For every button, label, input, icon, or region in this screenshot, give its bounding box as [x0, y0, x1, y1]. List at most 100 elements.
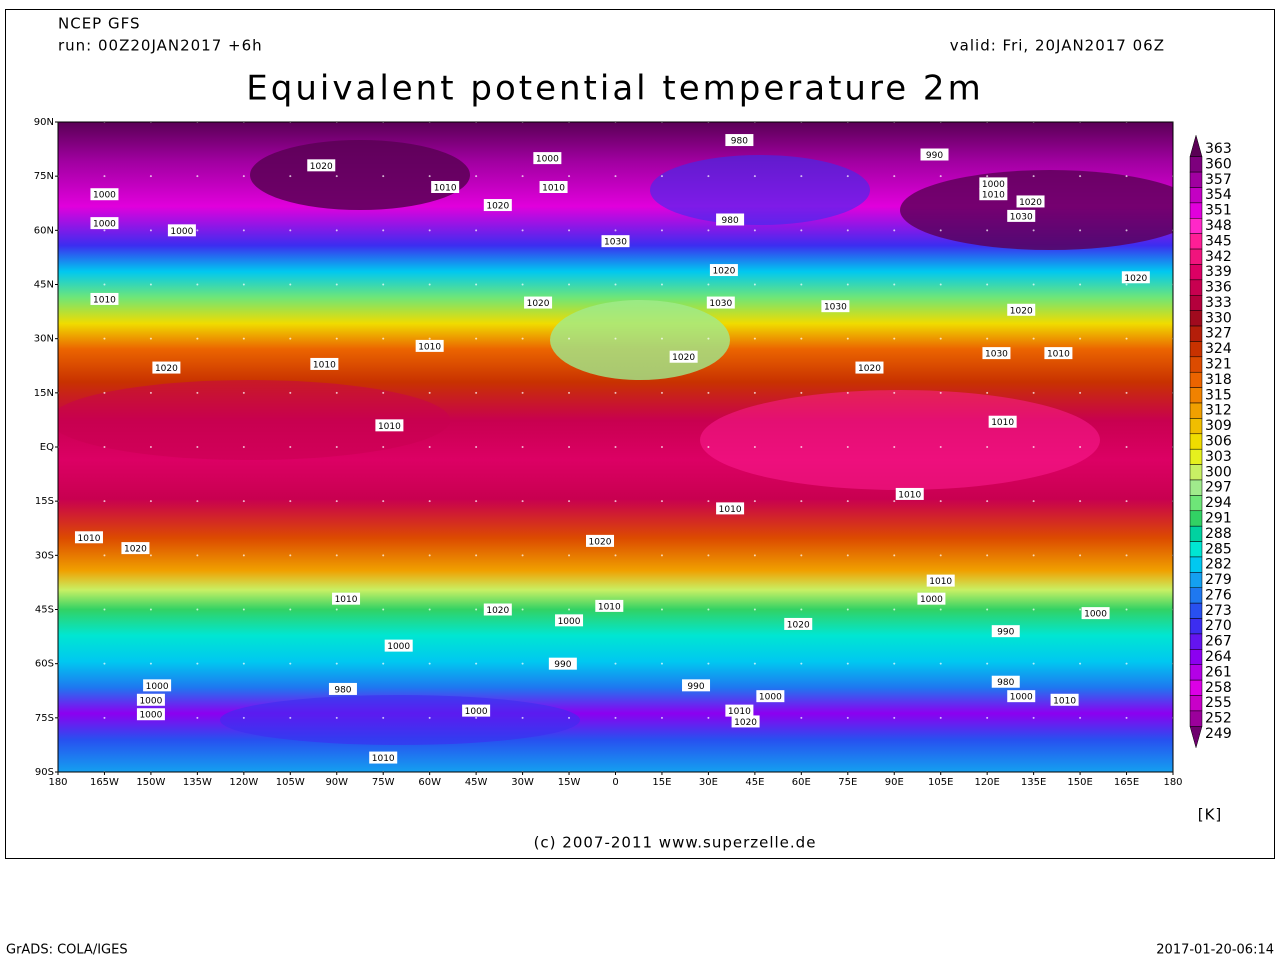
model-name: NCEP GFS [58, 15, 141, 33]
graticule-dot [196, 500, 199, 503]
colorbar-swatch [1189, 572, 1203, 589]
graticule-dot [335, 716, 338, 719]
graticule-dot [521, 337, 524, 340]
graticule-dot [1032, 446, 1035, 448]
colorbar-label: 315 [1205, 387, 1232, 403]
lat-label: 30N [34, 334, 54, 345]
graticule-dot [1032, 229, 1035, 232]
graticule-dot [428, 554, 431, 557]
pressure-label: 1010 [313, 360, 336, 370]
pressure-label-box [682, 679, 711, 692]
lat-label: 30S [35, 550, 54, 561]
graticule-dot [660, 229, 663, 232]
graticule-dot [846, 662, 849, 665]
lon-label: 45E [745, 777, 764, 788]
pressure-label-box [483, 603, 512, 616]
colorbar-swatch [1189, 510, 1203, 527]
pressure-labels: 1000100010101020102010001010102010001010… [74, 134, 1150, 764]
graticule-dot [614, 175, 617, 178]
graticule-dot [382, 175, 385, 178]
pressure-label-box [74, 531, 103, 544]
graticule-dot [242, 554, 245, 557]
graticule-dot [614, 446, 617, 448]
pressure-label-box [384, 639, 413, 652]
colorbar-swatch [1189, 633, 1203, 650]
pressure-label: 1010 [372, 754, 395, 764]
pressure-label-box [369, 751, 398, 764]
graticule-dot [149, 500, 152, 503]
graticule-dot [707, 175, 710, 178]
graticule-dot [939, 608, 942, 611]
graticule-dot [707, 500, 710, 503]
colorbar-label: 321 [1205, 357, 1232, 373]
graticule-dot [103, 337, 106, 340]
graticule-dot [475, 283, 478, 286]
graticule-dot [846, 500, 849, 503]
lon-label: 45W [465, 777, 488, 788]
graticule-dot [893, 175, 896, 178]
graticule-dot [614, 337, 617, 340]
pressure-label: 1010 [78, 534, 101, 544]
graticule-dot [800, 283, 803, 286]
colorbar-label: 306 [1205, 434, 1232, 450]
graticule-dot [475, 500, 478, 503]
graticule-dot [614, 229, 617, 232]
graticule-dot [335, 175, 338, 178]
graticule-dot [568, 391, 571, 394]
graticule-dot [660, 283, 663, 286]
graticule-dot [335, 391, 338, 394]
lon-label: 165E [1114, 777, 1139, 788]
lat-label: 60N [34, 225, 54, 236]
graticule-dot [521, 716, 524, 719]
pressure-label-box [601, 235, 630, 248]
graticule-dot [103, 608, 106, 611]
pressure-label: 1010 [982, 191, 1005, 201]
pressure-label-box [1044, 347, 1073, 360]
pressure-label: 1020 [124, 545, 147, 555]
lon-label: 105W [276, 777, 305, 788]
colorbar-label: 279 [1205, 572, 1232, 588]
pressure-label-box [121, 542, 150, 555]
pressure-label: 1020 [1010, 306, 1033, 316]
pressure-label-box [1081, 607, 1110, 620]
colorbar-swatch [1189, 218, 1203, 234]
graticule-dot [753, 500, 756, 503]
pressure-label-box [152, 361, 181, 374]
colorbar-swatch [1189, 649, 1203, 665]
colorbar-label: 354 [1205, 187, 1232, 203]
pressure-label-box [982, 347, 1011, 360]
graticule-dot [475, 554, 478, 557]
pressure-label-box [706, 296, 735, 309]
colorbar-label: 261 [1205, 664, 1232, 680]
colorbar-swatch [1189, 248, 1203, 265]
graticule-dot [707, 391, 710, 394]
pressure-label-box [784, 617, 813, 630]
colorbar-swatch [1189, 341, 1203, 358]
pressure-label-box [895, 487, 924, 500]
graticule-dot [753, 554, 756, 557]
colorbar-label: 303 [1205, 449, 1232, 465]
graticule-dot [475, 662, 478, 665]
graticule-dot [242, 229, 245, 232]
graticule-dot [335, 554, 338, 557]
graticule-dot [149, 283, 152, 286]
pressure-label-box [310, 357, 339, 370]
graticule-dot [707, 554, 710, 557]
graticule-dot [1125, 716, 1128, 719]
colorbar-swatch [1189, 602, 1203, 619]
graticule-dot [103, 283, 106, 286]
graticule-dot [289, 716, 292, 719]
graticule-dot [149, 662, 152, 665]
pressure-label-box [1007, 303, 1036, 316]
graticule-dot [846, 337, 849, 340]
graticule-dot [103, 175, 106, 178]
colorbar-swatch [1189, 710, 1203, 727]
graticule-dot [660, 662, 663, 665]
colorbar-label: 282 [1205, 557, 1232, 573]
pressure-label: 1020 [672, 353, 695, 363]
pressure-label-box [991, 625, 1020, 638]
pressure-label: 1030 [604, 238, 627, 248]
run-info: run: 00Z20JAN2017 +6h [58, 37, 263, 55]
pressure-label-box [1121, 271, 1150, 284]
